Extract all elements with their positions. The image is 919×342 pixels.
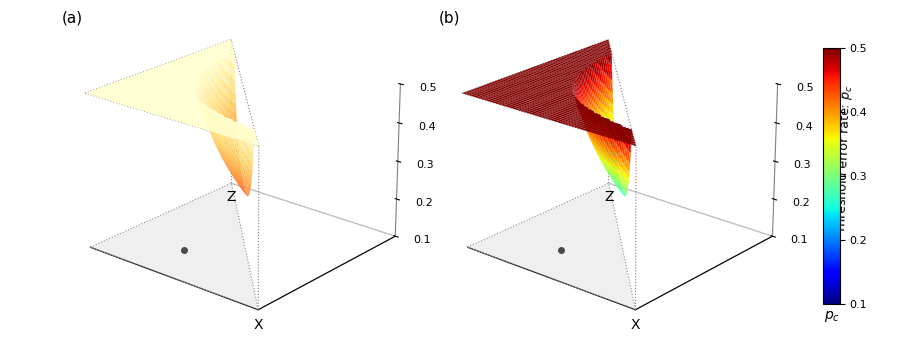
X-axis label: $p_c$: $p_c$ — [823, 308, 839, 324]
Text: (b): (b) — [438, 10, 460, 25]
Text: (a): (a) — [62, 10, 83, 25]
